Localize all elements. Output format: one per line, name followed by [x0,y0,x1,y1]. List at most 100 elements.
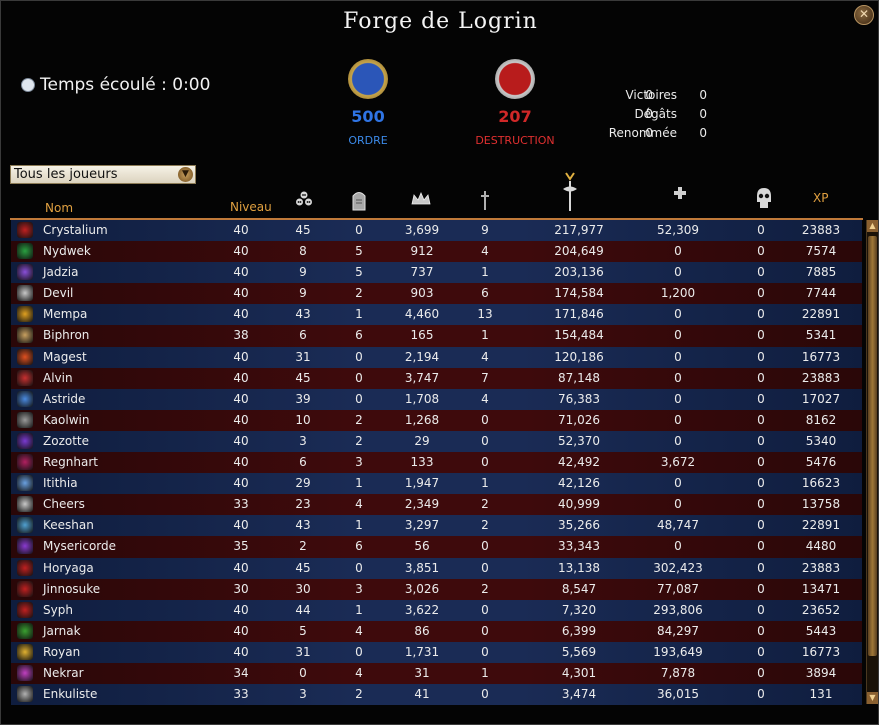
cell-xp: 16773 [801,349,841,364]
table-row[interactable]: Cheers 33 23 4 2,349 2 40,999 0 0 13758 [11,494,862,516]
col-xp[interactable]: XP [813,191,829,205]
table-row[interactable]: Nekrar 34 0 4 31 1 4,301 7,878 0 3894 [11,662,862,685]
close-icon[interactable]: ✕ [858,7,870,21]
table-row[interactable]: Astride 40 39 0 1,708 4 76,383 0 0 17027 [11,388,862,410]
cell-damage: 3,474 [561,687,597,702]
cell-renown: 3,297 [404,518,440,533]
player-filter-dropdown[interactable]: Tous les joueurs ▼ [10,165,196,184]
cell-solo: 0 [481,539,489,554]
col-level[interactable]: Niveau [230,200,272,214]
table-row[interactable]: Regnhart 40 6 3 133 0 42,492 3,672 0 5476 [11,452,862,474]
cell-renown: 1,731 [404,644,440,659]
destruction-label: DESTRUCTION [475,134,555,147]
cell-name: Nekrar [43,665,84,680]
skull-icon[interactable] [754,186,774,212]
cell-solo: 1 [481,476,489,491]
close-button[interactable]: ✕ [854,5,874,25]
career-icon [17,475,33,492]
cell-damage: 71,026 [558,412,600,427]
cell-renown: 2,349 [404,497,440,512]
cell-deaths: 2 [355,286,363,301]
table-row[interactable]: Jadzia 40 9 5 737 1 203,136 0 0 7885 [11,262,862,284]
stat-order: 0 [645,88,653,102]
cell-renown: 41 [414,687,430,702]
cell-protection: 0 [757,602,765,617]
cell-healing: 0 [674,412,682,427]
cell-damage: 87,148 [558,370,600,385]
col-name[interactable]: Nom [45,201,74,215]
table-row[interactable]: Biphron 38 6 6 165 1 154,484 0 0 5341 [11,325,862,347]
order-score: 500 [351,107,385,126]
table-row[interactable]: Devil 40 9 2 903 6 174,584 1,200 0 7744 [11,283,862,305]
career-icon [17,264,33,281]
cell-deaths: 0 [355,370,363,385]
career-icon [17,369,33,386]
cell-level: 40 [233,286,249,301]
cell-damage: 217,977 [554,223,604,237]
skulls-icon[interactable] [295,189,313,211]
scroll-up-button[interactable]: ▲ [867,220,878,232]
cross-icon[interactable] [671,184,689,206]
table-row[interactable]: Magest 40 31 0 2,194 4 120,186 0 0 16773 [11,346,862,368]
table-row[interactable]: Alvin 40 45 0 3,747 7 87,148 0 0 23883 [11,367,862,389]
table-row[interactable]: Mysericorde 35 2 6 56 0 33,343 0 0 4480 [11,536,862,558]
order-realm: 500 ORDRE [308,59,428,147]
cell-kills: 9 [299,286,307,301]
cell-healing: 1,200 [660,286,696,301]
cell-healing: 302,423 [653,560,703,575]
tombstone-icon[interactable] [350,189,368,211]
cell-renown: 3,851 [404,560,440,575]
cell-healing: 0 [674,433,682,448]
cell-protection: 0 [757,539,765,554]
table-row[interactable]: Enkuliste 33 3 2 41 0 3,474 36,015 0 131 [11,684,862,706]
table-row[interactable]: Keeshan 40 43 1 3,297 2 35,266 48,747 0 22891 [11,515,862,537]
cell-name: Biphron [43,328,90,343]
cell-name: Alvin [43,370,73,385]
table-row[interactable]: Mempa 40 43 1 4,460 13 171,846 0 0 22891 [11,304,862,326]
cell-deaths: 0 [355,644,363,659]
cell-kills: 2 [299,539,307,554]
table-row[interactable]: Itithia 40 29 1 1,947 1 42,126 0 0 16623 [11,473,862,495]
scroll-thumb[interactable] [868,236,877,656]
cell-deaths: 0 [355,223,363,237]
stat-destruction: 0 [699,88,707,102]
cell-xp: 5443 [805,623,837,638]
table-row[interactable]: Crystalium 40 45 0 3,699 9 217,977 52,309 0 23883 [11,220,862,242]
table-row[interactable]: Royan 40 31 0 1,731 0 5,569 193,649 0 16773 [11,641,862,663]
chevron-down-icon[interactable]: ▼ [178,167,193,182]
cell-damage: 40,999 [558,497,600,512]
cell-kills: 3 [299,433,307,448]
table-row[interactable]: Jinnosuke 30 30 3 3,026 2 8,547 77,087 0 13471 [11,578,862,600]
table-row[interactable]: Zozotte 40 3 2 29 0 52,370 0 0 5340 [11,430,862,453]
cell-xp: 16623 [801,476,841,491]
cell-damage: 5,569 [561,644,597,659]
cell-name: Jinnosuke [43,581,101,596]
table-row[interactable]: Kaolwin 40 10 2 1,268 0 71,026 0 0 8162 [11,409,862,431]
table-row[interactable]: Nydwek 40 8 5 912 4 204,649 0 0 7574 [11,241,862,263]
table-row[interactable]: Jarnak 40 5 4 86 0 6,399 84,297 0 5443 [11,620,862,642]
cell-name: Jadzia [43,265,79,280]
cell-solo: 4 [481,391,489,406]
cell-healing: 0 [674,307,682,322]
cell-damage: 52,370 [558,433,600,448]
cell-level: 34 [233,665,249,680]
cell-xp: 5476 [805,455,837,470]
cell-renown: 3,026 [404,581,440,596]
cell-damage: 7,320 [561,602,597,617]
cell-protection: 0 [757,370,765,385]
cell-kills: 45 [295,370,311,385]
table-row[interactable]: Syph 40 44 1 3,622 0 7,320 293,806 0 23652 [11,599,862,621]
table-row[interactable]: Horyaga 40 45 0 3,851 0 13,138 302,423 0 23883 [11,557,862,579]
cell-level: 30 [233,581,249,596]
cell-deaths: 3 [355,581,363,596]
dagger-icon[interactable] [476,189,494,211]
scrollbar[interactable]: ▲ ▼ [866,220,878,704]
cell-kills: 44 [295,602,311,617]
stat-order: 0 [645,107,653,121]
cell-xp: 17027 [801,391,841,406]
crown-icon[interactable] [410,189,432,211]
cell-kills: 29 [295,476,311,491]
scroll-down-button[interactable]: ▼ [867,692,878,704]
axe-icon[interactable] [560,171,580,213]
cell-kills: 6 [299,328,307,343]
